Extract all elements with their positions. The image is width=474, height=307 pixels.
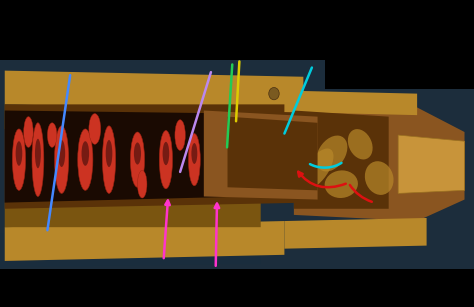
Polygon shape <box>5 104 308 209</box>
Ellipse shape <box>16 141 22 166</box>
Ellipse shape <box>348 129 373 159</box>
Polygon shape <box>284 89 474 269</box>
Ellipse shape <box>24 117 33 147</box>
Polygon shape <box>294 111 389 209</box>
Ellipse shape <box>102 126 116 193</box>
Polygon shape <box>284 218 427 249</box>
Polygon shape <box>284 91 417 115</box>
Polygon shape <box>228 117 318 190</box>
Polygon shape <box>5 221 284 261</box>
Polygon shape <box>5 196 261 227</box>
Polygon shape <box>398 135 465 193</box>
Ellipse shape <box>106 140 112 167</box>
Ellipse shape <box>12 129 26 190</box>
Ellipse shape <box>89 114 101 144</box>
Ellipse shape <box>159 130 173 189</box>
Ellipse shape <box>35 139 41 168</box>
Ellipse shape <box>55 126 69 193</box>
Ellipse shape <box>269 87 279 100</box>
Ellipse shape <box>137 170 147 198</box>
Polygon shape <box>5 111 246 203</box>
Ellipse shape <box>325 170 358 198</box>
Ellipse shape <box>175 120 185 150</box>
Ellipse shape <box>78 129 93 190</box>
Polygon shape <box>5 71 303 111</box>
Ellipse shape <box>365 161 393 195</box>
Ellipse shape <box>58 140 65 167</box>
Ellipse shape <box>134 142 141 165</box>
Polygon shape <box>204 111 318 200</box>
Ellipse shape <box>191 143 197 164</box>
Ellipse shape <box>301 149 334 189</box>
Polygon shape <box>0 60 325 269</box>
FancyArrowPatch shape <box>298 172 346 187</box>
Ellipse shape <box>316 136 347 171</box>
Ellipse shape <box>130 132 145 187</box>
Ellipse shape <box>163 142 169 165</box>
FancyArrowPatch shape <box>350 185 372 202</box>
Polygon shape <box>5 104 237 135</box>
Ellipse shape <box>82 141 89 166</box>
Polygon shape <box>294 101 465 221</box>
Ellipse shape <box>188 134 200 186</box>
Ellipse shape <box>204 127 213 155</box>
Ellipse shape <box>47 123 57 147</box>
Ellipse shape <box>32 123 44 196</box>
Polygon shape <box>0 227 261 267</box>
